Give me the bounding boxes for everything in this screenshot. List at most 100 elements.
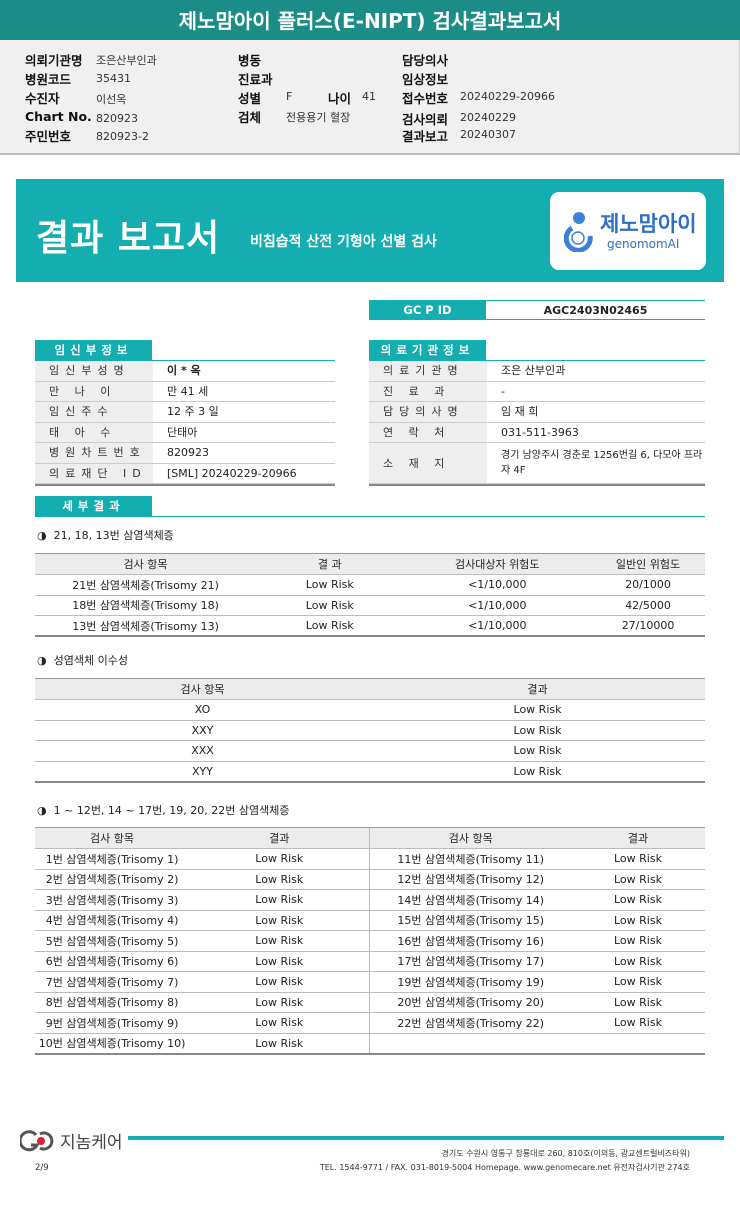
value: 820923 bbox=[96, 112, 138, 125]
footer-contact: TEL. 1544-9771 / FAX. 031-8019-5004 Home… bbox=[319, 1163, 690, 1172]
table-cell: 42/5000 bbox=[591, 595, 705, 616]
value: 조은산부인과 bbox=[96, 54, 157, 67]
value: 이선옥 bbox=[96, 93, 127, 106]
table-cell: Low Risk bbox=[370, 740, 705, 762]
table-cell: Low Risk bbox=[570, 992, 705, 1013]
logo-english: genomomAI bbox=[607, 237, 680, 251]
table-cell: 15번 삼염색체증(Trisomy 15) bbox=[369, 910, 571, 931]
table-cell: <1/10,000 bbox=[403, 595, 592, 616]
table-row: 21번 삼염색체증(Trisomy 21) Low Risk <1/10,000 20… bbox=[35, 574, 705, 596]
label: 병동 bbox=[238, 53, 262, 68]
table-cell bbox=[570, 1033, 705, 1055]
info-key: 의료기관명 bbox=[369, 361, 487, 381]
table-cell: Low Risk bbox=[256, 574, 404, 596]
info-value: 12 주 3 일 bbox=[167, 405, 219, 418]
info-key: 연 락 처 bbox=[369, 422, 487, 442]
column-header: 결 과 bbox=[256, 553, 404, 575]
label: 담당의사 bbox=[402, 53, 449, 68]
company-name: 지놈케어 bbox=[60, 1133, 123, 1153]
info-row: 진 료 과- bbox=[369, 381, 705, 402]
table-cell: 8번 삼염색체증(Trisomy 8) bbox=[35, 992, 190, 1013]
info-key: 태 아 수 bbox=[35, 422, 153, 442]
header-row: 검사 항목 결과 검사 항목 결과 bbox=[35, 827, 705, 849]
info-key: 소 재 지 bbox=[369, 443, 487, 483]
label: 나이 bbox=[328, 91, 352, 106]
logo-korean: 제노맘아이 bbox=[600, 212, 697, 236]
label: 성별 bbox=[238, 91, 262, 106]
table-row: 6번 삼염색체증(Trisomy 6) Low Risk 17번 삼염색체증(Tri… bbox=[35, 951, 705, 972]
info-key: 임신주수 bbox=[35, 402, 153, 422]
column-header: 검사대상자 위험도 bbox=[403, 553, 592, 575]
mother-info-heading: 임신부정보 bbox=[35, 340, 152, 360]
table-cell: 1번 삼염색체증(Trisomy 1) bbox=[35, 848, 190, 870]
table-cell: Low Risk bbox=[189, 971, 370, 993]
table-row: 3번 삼염색체증(Trisomy 3) Low Risk 14번 삼염색체증(Tri… bbox=[35, 889, 705, 911]
banner-subtitle: 비침습적 산전 기형아 선별 검사 bbox=[250, 234, 437, 250]
info-value: 031-511-3963 bbox=[501, 425, 579, 439]
table-cell: Low Risk bbox=[570, 930, 705, 952]
detail-heading: 세부결과 bbox=[35, 496, 152, 516]
info-row: 병원차트번호 820923 bbox=[35, 443, 335, 464]
info-value: 임 재 희 bbox=[501, 405, 539, 418]
gc-logo-icon bbox=[20, 1129, 54, 1151]
table-cell: 16번 삼염색체증(Trisomy 16) bbox=[369, 930, 571, 952]
table-row: XXY Low Risk bbox=[35, 720, 705, 741]
table-cell: Low Risk bbox=[570, 889, 705, 911]
mother-baby-icon bbox=[564, 212, 593, 252]
value: 820923-2 bbox=[96, 130, 149, 143]
table-cell: 13번 삼염색체증(Trisomy 13) bbox=[35, 615, 257, 637]
info-row: 의료재단 ID [SML] 20240229-20966 bbox=[35, 463, 335, 484]
table-cell: Low Risk bbox=[189, 848, 370, 870]
label: 의뢰기관명 bbox=[25, 53, 83, 68]
column-header: 결과 bbox=[370, 678, 705, 700]
table-cell: 22번 삼염색체증(Trisomy 22) bbox=[369, 1012, 571, 1034]
table-row: 4번 삼염색체증(Trisomy 4) Low Risk 15번 삼염색체증(Tri… bbox=[35, 910, 705, 931]
table-row: 2번 삼염색체증(Trisomy 2) Low Risk 12번 삼염색체증(Tri… bbox=[35, 869, 705, 890]
column-header: 검사 항목 bbox=[35, 553, 257, 575]
other-trisomy-table: 검사 항목 결과 검사 항목 결과 1번 삼염색체증(Trisomy 1) Low Ris… bbox=[35, 827, 705, 1055]
table-cell: Low Risk bbox=[256, 595, 404, 616]
table-cell: 5번 삼염색체증(Trisomy 5) bbox=[35, 930, 190, 952]
table-cell: 7번 삼염색체증(Trisomy 7) bbox=[35, 971, 190, 993]
section-title: ◑ 21, 18, 13번 삼염색체증 bbox=[37, 527, 174, 543]
genomom-logo: 제노맘아이 genomomAI bbox=[550, 192, 706, 270]
genomecare-logo: 지놈케어 bbox=[20, 1128, 123, 1153]
table-row: 5번 삼염색체증(Trisomy 5) Low Risk 16번 삼염색체증(Tri… bbox=[35, 930, 705, 952]
footer-address: 경기도 수원시 영통구 창룡대로 260, 810호(이의동, 광교센트럴비즈타… bbox=[441, 1149, 690, 1158]
column-header: 결과 bbox=[189, 827, 370, 849]
request-info-box: 의뢰기관명 조은산부인과 병원코드 35431 수진자 이선옥 Chart No… bbox=[0, 40, 740, 155]
table-row: 10번 삼염색체증(Trisomy 10) Low Risk bbox=[35, 1033, 705, 1055]
sex-chromosome-table: 검사 항목 결과 XO Low Risk XXY Low Risk XXX Low Risk X… bbox=[35, 678, 705, 783]
table-cell: <1/10,000 bbox=[403, 574, 592, 596]
section-2-title: 성염색체 이수성 bbox=[53, 654, 128, 667]
value: 20240229 bbox=[460, 111, 516, 124]
table-row: 1번 삼염색체증(Trisomy 1) Low Risk 11번 삼염색체증(Tri… bbox=[35, 848, 705, 870]
info-row: 임신주수 12 주 3 일 bbox=[35, 402, 335, 423]
half-circle-icon: ◑ bbox=[37, 654, 47, 667]
table-cell: Low Risk bbox=[189, 910, 370, 931]
table-cell: 20번 삼염색체증(Trisomy 20) bbox=[369, 992, 571, 1013]
table-cell: Low Risk bbox=[189, 992, 370, 1013]
value: 20240229-20966 bbox=[460, 90, 555, 103]
label: 주민번호 bbox=[25, 129, 72, 144]
table-cell: Low Risk bbox=[189, 869, 370, 890]
table-cell: Low Risk bbox=[189, 889, 370, 911]
trisomy-major-table: 검사 항목 결 과 검사대상자 위험도 일반인 위험도 21번 삼염색체증(Trisom… bbox=[35, 553, 705, 637]
label: 검체 bbox=[238, 110, 262, 125]
label: 진료과 bbox=[238, 72, 273, 87]
table-cell: 11번 삼염색체증(Trisomy 11) bbox=[369, 848, 571, 870]
info-value: 조은 산부인과 bbox=[501, 364, 566, 377]
table-cell: 4번 삼염색체증(Trisomy 4) bbox=[35, 910, 190, 931]
info-value: 만 41 세 bbox=[167, 384, 209, 398]
table-cell: Low Risk bbox=[256, 615, 404, 637]
info-value: [SML] 20240229-20966 bbox=[167, 466, 297, 480]
value: 20240307 bbox=[460, 128, 516, 141]
info-value: 경기 남양주시 경춘로 1256번길 6, 다모아 프라자 4F bbox=[501, 450, 703, 476]
table-cell: 20/1000 bbox=[591, 574, 705, 596]
info-key: 만 나 이 bbox=[35, 381, 153, 401]
table-cell: Low Risk bbox=[370, 720, 705, 741]
table-cell: 17번 삼염색체증(Trisomy 17) bbox=[369, 951, 571, 972]
table-cell: 19번 삼염색체증(Trisomy 19) bbox=[369, 971, 571, 993]
